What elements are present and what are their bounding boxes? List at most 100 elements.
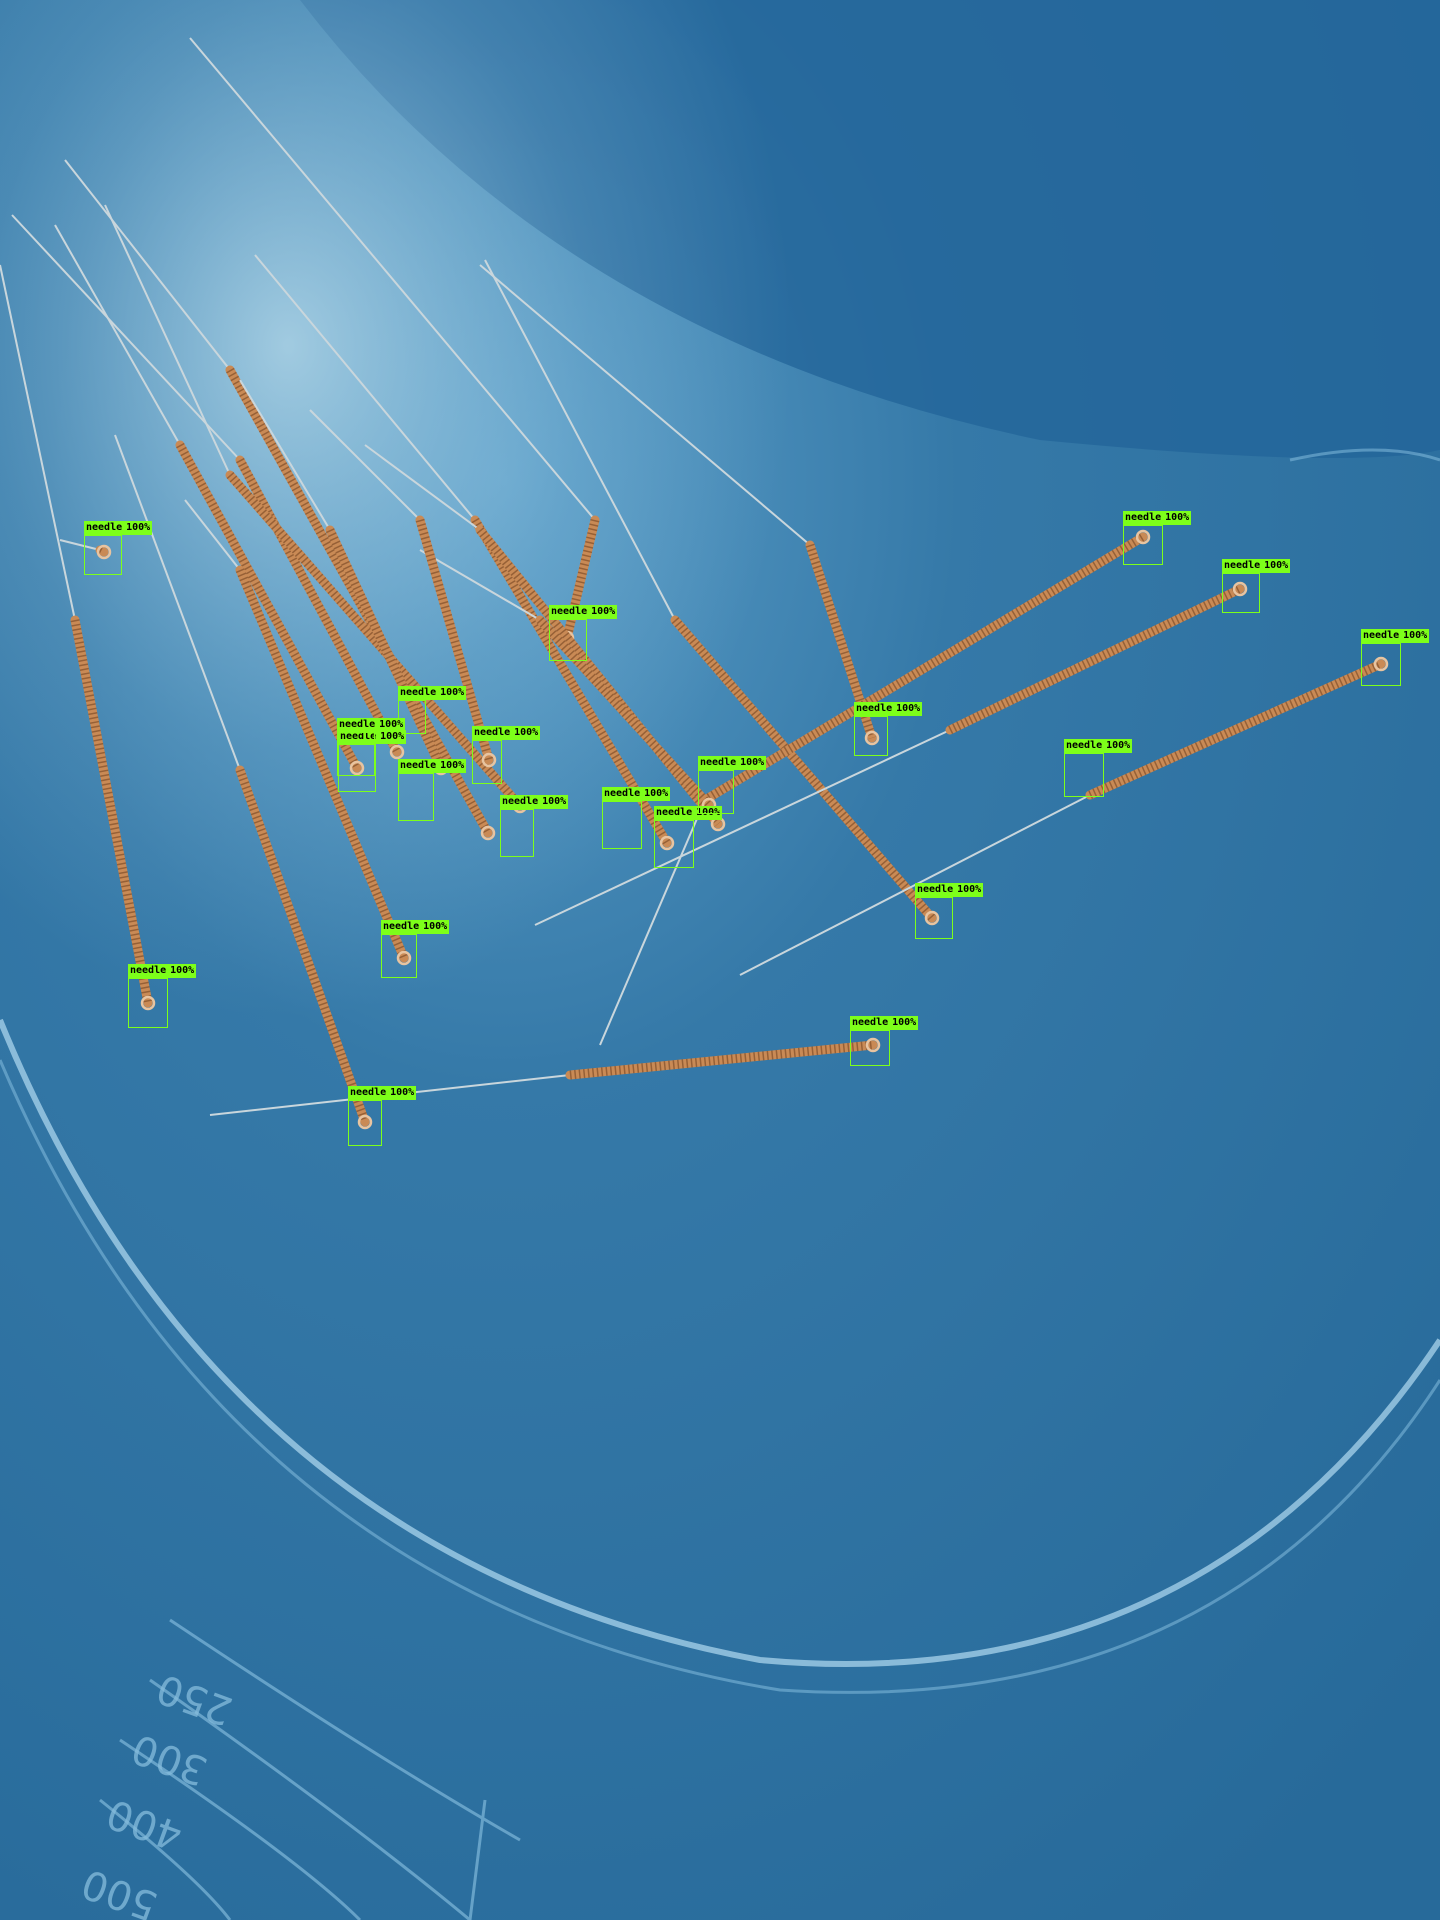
detection-box: needle 100% [654,806,723,868]
needle-ring [349,760,365,776]
detection-box: needle 100% [854,702,923,756]
detection-box: needle 100% [915,883,984,939]
needle-shaft [114,434,241,771]
needle-coil [236,457,401,755]
needle-ring [389,744,405,760]
detection-label: needle 100% [698,756,767,770]
detection-label: needle 100% [1222,559,1291,573]
needle-coil [235,768,370,1124]
detection-label: needle 100% [1064,739,1133,753]
needle-coil [235,568,409,960]
needle-ring [1373,656,1389,672]
detection-box: needle 100% [348,1086,417,1146]
needle-coil [1088,659,1383,800]
needle-ring [96,544,112,560]
detection-box: needle 100% [1123,511,1192,565]
needle-coil [226,367,492,836]
detection-box: needle 100% [398,686,467,734]
detection-label: needle 100% [338,730,407,744]
needle-shaft [254,254,476,521]
detection-label: needle 100% [549,605,618,619]
needle-handle [700,532,1148,805]
detection-box: needle 100% [128,964,197,1028]
detection-label: needle 100% [602,787,671,801]
detection-label: needle 100% [854,702,923,716]
needle-coil [97,545,107,557]
needle-shaft [364,444,481,531]
needle [54,224,365,776]
detection-box: needle 100% [1222,559,1291,613]
needle-ring [1135,529,1151,545]
needle-shaft [484,259,676,621]
needle-ring [659,835,675,851]
needle-ring [357,1114,373,1130]
needle [309,409,497,768]
needle-shaft [189,37,596,521]
needle-shaft [534,729,951,926]
needle-ring [864,730,880,746]
needle-shaft [54,224,181,446]
detection-box: needle 100% [398,759,467,821]
detection-label: needle 100% [850,1016,919,1030]
needle-coil [226,472,524,809]
needle [534,581,1248,926]
detection-box: needle 100% [337,718,406,776]
needle-shaft [11,214,241,461]
needle-ring [865,1037,881,1053]
detection-label: needle 100% [398,686,467,700]
needle [599,529,1151,1046]
detection-label: needle 100% [337,718,406,732]
detection-label: needle 100% [381,920,450,934]
detection-label: needle 100% [1123,511,1192,525]
detection-box: needle 100% [500,795,569,857]
detection-box: needle 100% [549,605,618,661]
needle [0,264,156,1011]
detection-label: needle 100% [654,806,723,820]
detection-box: needle 100% [850,1016,919,1066]
detection-label: needle 100% [472,726,541,740]
needle-coil [415,518,494,762]
needle-ring [924,910,940,926]
needle [59,539,112,560]
needle-shaft [419,549,541,621]
needle-shaft [0,264,76,621]
needle-coil [536,616,713,809]
detection-label: needle 100% [348,1086,417,1100]
needle-coil [325,528,446,770]
needle-ring [1232,581,1248,597]
detection-box: needle 100% [84,521,153,575]
needle [184,499,412,966]
needle-ring [396,950,412,966]
detection-label: needle 100% [915,883,984,897]
needle-ring [140,995,156,1011]
detection-label: needle 100% [128,964,197,978]
needles [0,37,1389,1130]
needle-shaft [479,264,811,546]
needle-handle [945,584,1245,735]
detection-box: needle 100% [1064,739,1133,797]
needle-handle [670,615,937,923]
detection-box: needle 100% [602,787,671,849]
needle [114,434,373,1130]
tray-measurement-lines [99,1618,521,1920]
detection-label: needle 100% [84,521,153,535]
needle-shaft [104,204,231,476]
needle-coil [569,1040,874,1080]
needle-ring [480,825,496,841]
detection-label: needle 100% [1361,629,1430,643]
detection-box: needle 100% [698,756,767,814]
needle-shaft [64,159,231,371]
detection-label: needle 100% [500,795,569,809]
needle [484,259,940,926]
needle-shaft [239,379,331,531]
detection-label: needle 100% [398,759,467,773]
needle-shaft [599,799,706,1046]
detection-box: needle 100% [381,920,450,978]
needle-shaft [184,499,241,571]
needle-coil [176,442,361,771]
needle-shaft [59,539,101,551]
detection-box: needle 100% [1361,629,1430,686]
detection-box: needle 100% [472,726,541,784]
needle-shaft [309,409,421,521]
